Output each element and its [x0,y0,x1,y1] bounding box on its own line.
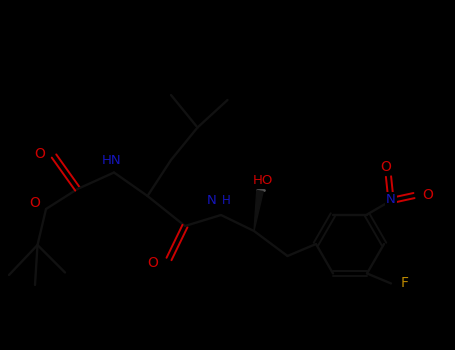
Text: N: N [207,195,217,208]
Text: O: O [29,196,40,210]
Text: O: O [34,147,45,161]
Polygon shape [254,190,263,231]
Text: HN: HN [101,154,121,167]
Text: F: F [401,276,409,290]
Text: O: O [380,160,391,174]
Text: O: O [147,256,158,270]
Text: HO: HO [253,175,273,188]
Text: H: H [222,195,231,208]
Text: O: O [423,188,434,202]
Text: N: N [386,193,396,206]
